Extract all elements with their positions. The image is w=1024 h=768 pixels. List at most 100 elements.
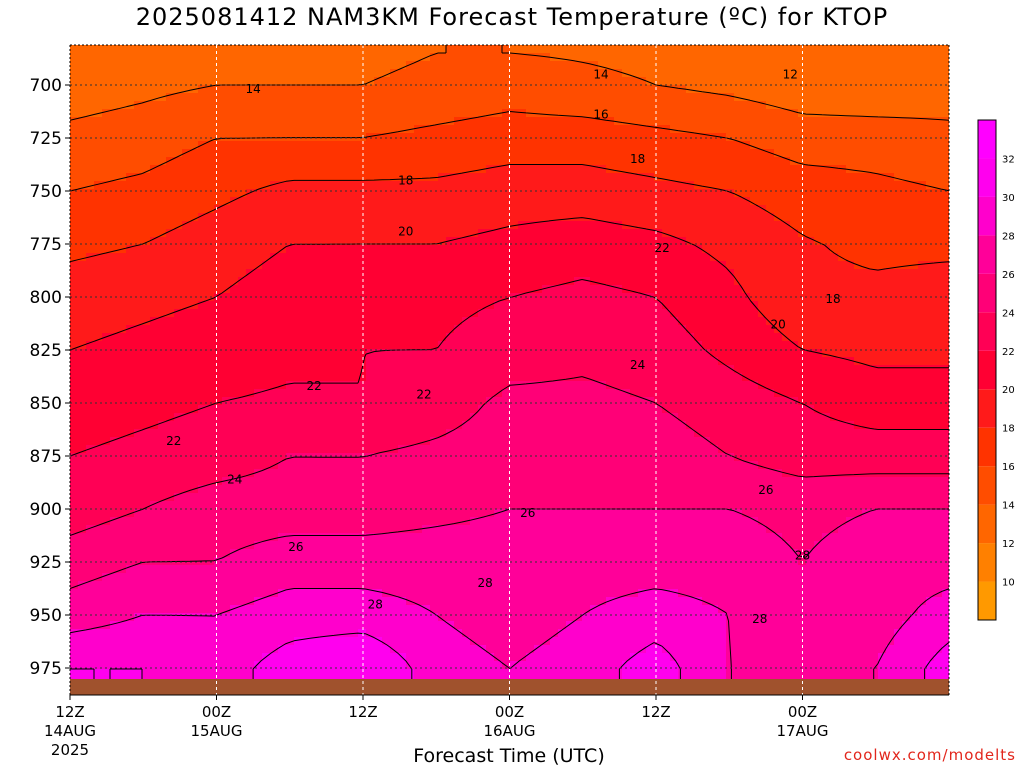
heat-cell [150,205,159,214]
heat-cell [414,517,423,526]
heat-cell [70,597,79,606]
heat-cell [390,453,399,462]
heat-cell [222,421,231,430]
heat-cell [238,301,247,310]
heat-cell [150,165,159,174]
heat-cell [262,181,271,190]
heat-cell [518,85,527,94]
heat-cell [470,581,479,590]
heat-cell [174,93,183,102]
heat-cell [142,605,151,614]
heat-cell [134,101,143,110]
heat-cell [430,301,439,310]
heat-cell [510,541,519,550]
heat-cell [158,293,167,302]
heat-cell [310,45,319,54]
heat-cell [190,437,199,446]
heat-cell [86,277,95,286]
heat-cell [422,149,431,158]
heat-cell [134,365,143,374]
heat-cell [462,237,471,246]
heat-cell [166,149,175,158]
heat-cell [542,245,551,254]
heat-cell [150,541,159,550]
heat-cell [462,245,471,254]
heat-cell [446,157,455,166]
heat-cell [230,597,239,606]
heat-cell [414,501,423,510]
heat-cell [134,109,143,118]
heat-cell [342,645,351,654]
heat-cell [70,605,79,614]
heat-cell [462,125,471,134]
heat-cell [478,133,487,142]
heat-cell [182,277,191,286]
heat-cell [502,597,511,606]
heat-cell [286,629,295,638]
heat-cell [94,605,103,614]
heat-cell [470,349,479,358]
heat-cell [446,301,455,310]
heat-cell [278,205,287,214]
heat-cell [254,397,263,406]
heat-cell [342,373,351,382]
heat-cell [214,45,223,54]
heat-cell [382,285,391,294]
heat-cell [382,309,391,318]
heat-cell [510,461,519,470]
heat-cell [454,93,463,102]
heat-cell [462,541,471,550]
heat-cell [414,69,423,78]
heat-cell [398,157,407,166]
heat-cell [470,189,479,198]
heat-cell [150,461,159,470]
heat-cell [86,45,95,54]
heat-cell [78,453,87,462]
heat-cell [86,325,95,334]
heat-cell [102,429,111,438]
heat-cell [374,269,383,278]
heat-cell [294,549,303,558]
heat-cell [230,557,239,566]
heat-cell [238,597,247,606]
heat-cell [310,117,319,126]
heat-cell [446,405,455,414]
heat-cell [382,181,391,190]
heat-cell [302,93,311,102]
heat-cell [142,485,151,494]
heat-cell [182,333,191,342]
heat-cell [246,237,255,246]
heat-cell [374,205,383,214]
heat-cell [342,525,351,534]
heat-cell [534,565,543,574]
heat-cell [342,573,351,582]
heat-cell [366,285,375,294]
heat-cell [190,221,199,230]
heat-cell [534,285,543,294]
heat-cell [470,445,479,454]
heat-cell [478,109,487,118]
heat-cell [502,309,511,318]
heat-cell [78,85,87,94]
heat-cell [102,493,111,502]
heat-cell [310,549,319,558]
heat-cell [470,469,479,478]
heat-cell [126,285,135,294]
heat-cell [158,405,167,414]
heat-cell [430,197,439,206]
heat-cell [470,237,479,246]
heat-cell [334,245,343,254]
heat-cell [238,85,247,94]
heat-cell [414,285,423,294]
heat-cell [78,645,87,654]
heat-cell [190,477,199,486]
heat-cell [430,469,439,478]
heat-cell [486,373,495,382]
heat-cell [534,573,543,582]
heat-cell [174,453,183,462]
heat-cell [318,69,327,78]
heat-cell [358,293,367,302]
heat-cell [454,117,463,126]
heat-cell [446,69,455,78]
heat-cell [494,357,503,366]
